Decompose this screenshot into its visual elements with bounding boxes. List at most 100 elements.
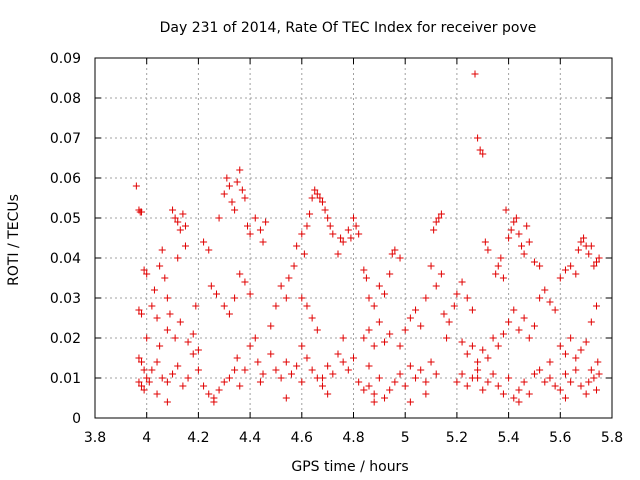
data-point (246, 342, 254, 350)
data-point (148, 366, 156, 374)
data-point (386, 386, 394, 394)
data-point (161, 274, 169, 282)
data-point (293, 242, 301, 250)
data-point (505, 234, 513, 242)
y-axis-ticks: 0 0.01 0.02 0.03 0.04 0.05 0.06 0.07 0.08 0.09 (50, 51, 612, 427)
data-point (153, 314, 161, 322)
data-point (215, 214, 223, 222)
data-point (445, 318, 453, 326)
data-point (437, 270, 445, 278)
data-point (132, 182, 140, 190)
data-point (510, 306, 518, 314)
data-point (592, 386, 600, 394)
data-point (138, 208, 146, 216)
data-point (231, 294, 239, 302)
data-point (300, 250, 308, 258)
data-point (520, 314, 528, 322)
data-point (303, 222, 311, 230)
data-point (318, 198, 326, 206)
data-point (510, 394, 518, 402)
data-point (277, 282, 285, 290)
data-point (515, 230, 523, 238)
data-point (396, 370, 404, 378)
data-point (334, 250, 342, 258)
y-tick-label: 0 (72, 411, 81, 427)
data-point (321, 206, 329, 214)
data-point (225, 374, 233, 382)
x-axis-ticks: 3.8 4 4.2 4.4 4.6 4.8 5 5.2 5.4 5.6 5.8 (84, 58, 623, 446)
data-points (132, 70, 603, 406)
data-point (412, 306, 420, 314)
data-point (556, 274, 564, 282)
data-point (567, 378, 575, 386)
data-point (254, 358, 262, 366)
data-point (324, 390, 332, 398)
data-point (181, 222, 189, 230)
data-point (200, 382, 208, 390)
data-point (365, 326, 373, 334)
data-point (556, 386, 564, 394)
data-point (256, 378, 264, 386)
data-point (138, 310, 146, 318)
data-point (530, 322, 538, 330)
data-point (489, 334, 497, 342)
data-point (267, 322, 275, 330)
data-point (474, 366, 482, 374)
data-point (174, 362, 182, 370)
data-point (463, 382, 471, 390)
data-point (561, 370, 569, 378)
y-tick-label: 0.04 (50, 251, 81, 267)
data-point (512, 214, 520, 222)
data-point (339, 334, 347, 342)
data-point (435, 214, 443, 222)
data-point (313, 326, 321, 334)
y-tick-label: 0.07 (50, 131, 81, 147)
x-tick-label: 5.2 (446, 430, 468, 446)
data-point (169, 206, 177, 214)
data-point (215, 386, 223, 394)
data-point (233, 354, 241, 362)
data-point (585, 250, 593, 258)
data-point (174, 254, 182, 262)
data-point (536, 262, 544, 270)
data-point (259, 370, 267, 378)
data-point (595, 370, 603, 378)
x-tick-label: 4.2 (187, 430, 209, 446)
data-point (318, 382, 326, 390)
data-point (375, 282, 383, 290)
data-point (225, 310, 233, 318)
data-point (525, 238, 533, 246)
data-point (290, 262, 298, 270)
data-point (220, 190, 228, 198)
data-point (561, 394, 569, 402)
data-point (355, 378, 363, 386)
data-point (138, 358, 146, 366)
data-point (453, 378, 461, 386)
data-point (556, 342, 564, 350)
data-point (587, 242, 595, 250)
data-point (484, 354, 492, 362)
data-point (481, 238, 489, 246)
data-point (479, 386, 487, 394)
data-point (298, 230, 306, 238)
data-point (192, 302, 200, 310)
data-point (308, 194, 316, 202)
data-point (401, 326, 409, 334)
data-point (298, 342, 306, 350)
data-point (437, 210, 445, 218)
data-point (468, 342, 476, 350)
data-point (417, 322, 425, 330)
data-point (577, 382, 585, 390)
data-point (590, 262, 598, 270)
data-point (567, 262, 575, 270)
data-point (541, 378, 549, 386)
data-point (179, 210, 187, 218)
data-point (422, 378, 430, 386)
data-point (484, 378, 492, 386)
data-point (492, 270, 500, 278)
data-point (505, 374, 513, 382)
x-tick-label: 4.4 (239, 430, 261, 446)
data-point (499, 330, 507, 338)
data-point (370, 390, 378, 398)
data-point (210, 398, 218, 406)
